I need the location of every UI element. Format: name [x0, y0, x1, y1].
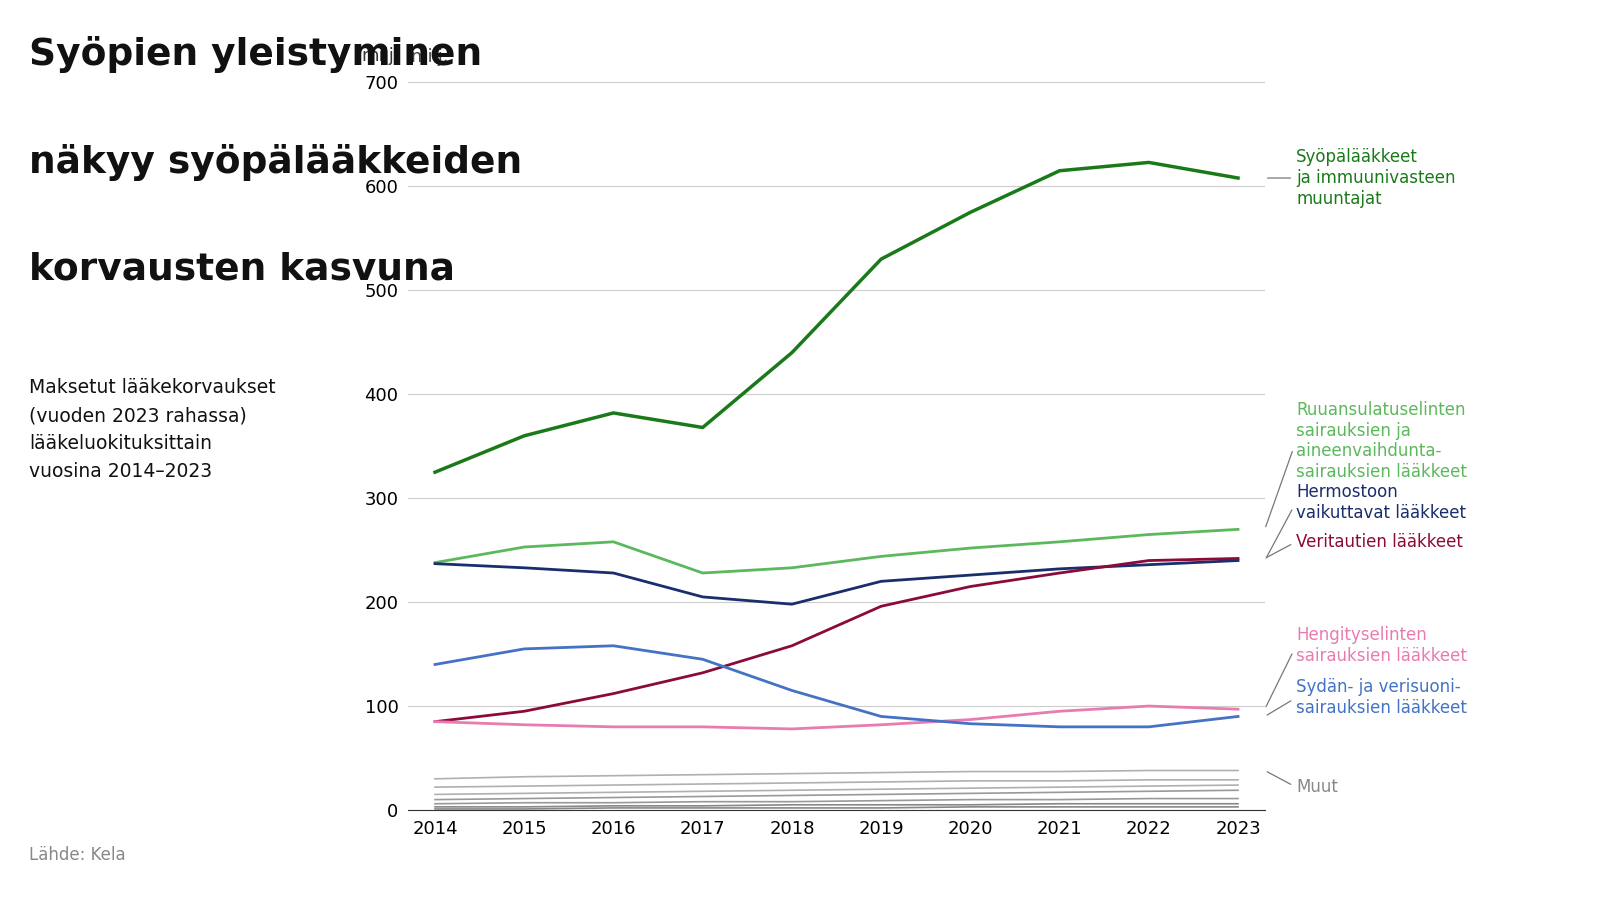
Text: korvausten kasvuna: korvausten kasvuna [29, 252, 455, 288]
Text: Maksetut lääkekorvaukset
(vuoden 2023 rahassa)
lääkeluokituksittain
vuosina 2014: Maksetut lääkekorvaukset (vuoden 2023 ra… [29, 378, 275, 481]
Text: Syöpälääkkeet
ja immuunivasteen
muuntajat: Syöpälääkkeet ja immuunivasteen muuntaja… [1268, 148, 1455, 208]
Text: milj.: milj. [410, 48, 448, 66]
Text: Muut: Muut [1268, 772, 1338, 796]
Text: näkyy syöpälääkkeiden: näkyy syöpälääkkeiden [29, 144, 522, 181]
Text: Ruuansulatuselinten
sairauksien ja
aineenvaihdunta-
sairauksien lääkkeet: Ruuansulatuselinten sairauksien ja ainee… [1266, 400, 1467, 526]
Text: milj.: milj. [362, 47, 400, 65]
Text: Sydän- ja verisuoni-
sairauksien lääkkeet: Sydän- ja verisuoni- sairauksien lääkkee… [1266, 679, 1467, 717]
Text: Veritautien lääkkeet: Veritautien lääkkeet [1268, 533, 1463, 557]
Text: Syöpien yleistyminen: Syöpien yleistyminen [29, 36, 482, 73]
Text: Hengityselinten
sairauksien lääkkeet: Hengityselinten sairauksien lääkkeet [1266, 626, 1467, 706]
Text: Hermostoon
vaikuttavat lääkkeet: Hermostoon vaikuttavat lääkkeet [1266, 483, 1467, 558]
Text: Lähde: Kela: Lähde: Kela [29, 846, 125, 864]
